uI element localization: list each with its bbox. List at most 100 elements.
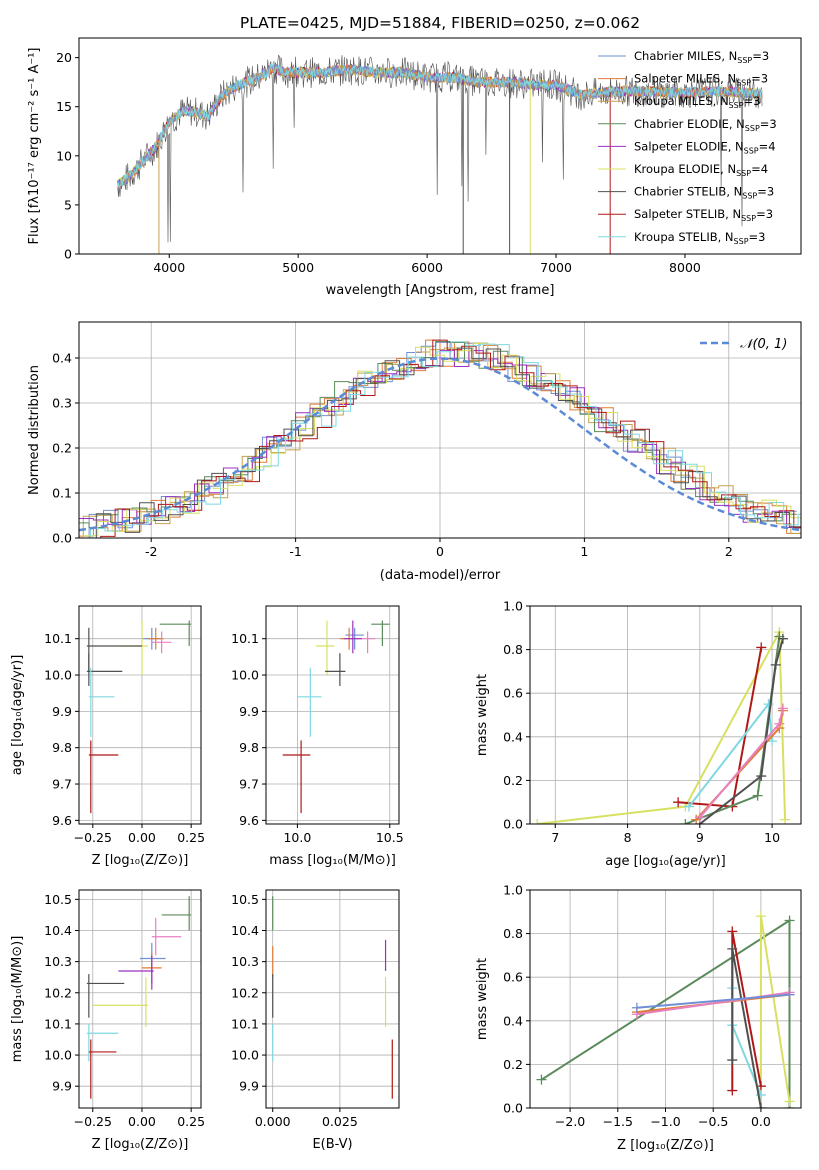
weight-marker <box>755 1103 766 1108</box>
y-tick-label: 10.2 <box>231 985 259 1000</box>
y-tick-label: 10.4 <box>231 923 259 938</box>
weight-marker <box>727 943 738 954</box>
x-tick-label: −0.25 <box>74 830 112 845</box>
spectrum-frame <box>78 37 802 255</box>
x-tick-label: 0.000 <box>255 1114 291 1129</box>
x-tick-label: −1.0 <box>650 1114 680 1129</box>
weight-marker <box>756 771 767 782</box>
weight-marker <box>727 1085 738 1096</box>
x-tick-label: −1.5 <box>603 1114 633 1129</box>
errorbar-group <box>86 620 192 814</box>
x-tick-label: 0 <box>436 544 444 559</box>
histogram-series <box>81 347 801 538</box>
spectrum-panel: PLATE=0425, MJD=51884, FIBERID=0250, z=0… <box>27 14 802 298</box>
x-tick-label: 0.25 <box>177 1114 205 1129</box>
weight-series-line <box>759 916 791 1108</box>
y-tick-label: 0.0 <box>503 1101 523 1116</box>
y-tick-label: 9.8 <box>239 740 259 755</box>
y-tick-label: 10 <box>56 148 72 163</box>
y-tick-label: 0.1 <box>52 486 72 501</box>
normal-curve <box>79 357 801 532</box>
mass-vs-ebv-panel: 0.000 0.025 9.9 10.0 10.1 10.2 10.3 10.4 10.5 E(B… <box>231 889 400 1152</box>
x-tick-label: 5000 <box>282 260 314 275</box>
x-tick-label: 7000 <box>540 260 572 275</box>
y-tick-label: 10.0 <box>44 1048 72 1063</box>
legend-label: Chabrier MILES, NSSP=3 <box>634 49 769 65</box>
spectrum-y-label: Flux [fλ10⁻¹⁷ erg cm⁻² s⁻¹ A⁻¹] <box>27 48 42 245</box>
x-tick-label: 4000 <box>153 260 185 275</box>
x-tick-label: 0.0 <box>751 1114 771 1129</box>
x-tick-label: -1 <box>289 544 301 559</box>
residual-panel: -2 -1 0 1 2 0.0 0.1 0.2 0.3 0.4 (data-model)/erro… <box>27 321 802 583</box>
weight-series-line <box>678 647 763 808</box>
weight-marker <box>763 699 774 710</box>
errorbar-group <box>272 896 393 1099</box>
y-tick-label: 9.7 <box>52 777 72 792</box>
y-tick-label: 0.2 <box>503 773 523 788</box>
mass-vs-z-panel: −0.25 0.00 0.25 9.9 10.0 10.1 10.2 10.3 10.4 10.5… <box>10 889 205 1152</box>
weight-marker <box>727 1055 738 1066</box>
x-tick-label: 1 <box>580 544 588 559</box>
x-tick-label: 9 <box>696 830 704 845</box>
histogram-series <box>90 341 801 538</box>
y-tick-label: 15 <box>56 99 72 114</box>
weight-marker <box>536 1074 547 1085</box>
y-tick-label: 9.6 <box>239 813 259 828</box>
y-tick-label: 5 <box>64 197 72 212</box>
weight-marker <box>755 911 766 922</box>
y-tick-label: 0.8 <box>503 926 523 941</box>
weight-marker <box>780 814 791 824</box>
weight-lines <box>532 627 791 824</box>
weight-series-line <box>688 701 774 808</box>
panel-x-label: Z [log₁₀(Z/Z⊙)] <box>92 853 189 868</box>
y-tick-label: 0.0 <box>503 817 523 832</box>
panel-y-label: mass weight <box>475 674 490 756</box>
x-tick-label: −0.25 <box>74 1114 112 1129</box>
panel-frame <box>78 889 202 1109</box>
panel-y-label: age [log₁₀(age/yr)] <box>10 655 25 776</box>
legend-label: Salpeter ELODIE, NSSP=4 <box>634 139 776 155</box>
y-tick-label: 20 <box>56 50 72 65</box>
weight-marker <box>774 718 785 729</box>
y-tick-label: 10.0 <box>44 668 72 683</box>
panel-frame <box>78 605 202 825</box>
spectrum-x-label: wavelength [Angstrom, rest frame] <box>326 283 555 298</box>
spectrum-lines <box>117 54 763 254</box>
age-vs-mass-panel: 10.0 10.5 9.6 9.7 9.8 9.9 10.0 10.1 mass [log₁₀(… <box>231 605 404 868</box>
weight-marker <box>727 926 738 937</box>
panel-y-label: mass weight <box>475 958 490 1040</box>
y-tick-label: 10.1 <box>44 1016 72 1031</box>
chart-title: PLATE=0425, MJD=51884, FIBERID=0250, z=0… <box>240 14 640 32</box>
legend-label: Salpeter MILES, NSSP=3 <box>634 72 768 88</box>
weight-vs-age-panel: 7 8 9 10 0.0 0.2 0.4 0.6 0.8 1.0 age [log₁₀(age/yr… <box>475 599 802 869</box>
y-tick-label: 9.8 <box>52 740 72 755</box>
histogram-group <box>79 339 801 538</box>
weight-series-line <box>699 638 784 824</box>
y-tick-label: 9.9 <box>52 1079 72 1094</box>
x-tick-label: 10 <box>764 830 780 845</box>
weight-marker <box>756 642 767 653</box>
x-tick-label: 0.00 <box>128 1114 156 1129</box>
weight-marker <box>752 790 763 801</box>
weight-marker <box>770 659 781 670</box>
legend-normal-label: 𝒩(0, 1) <box>740 337 787 352</box>
y-tick-label: 10.5 <box>231 892 259 907</box>
y-tick-label: 10.3 <box>231 954 259 969</box>
x-tick-label: −2.0 <box>555 1114 585 1129</box>
y-tick-label: 9.9 <box>239 704 259 719</box>
y-tick-label: 0.4 <box>503 1013 523 1028</box>
weight-marker <box>694 812 705 823</box>
y-tick-label: 9.9 <box>52 704 72 719</box>
panel-x-label: mass [log₁₀(M/M⊙)] <box>269 853 396 868</box>
histogram-series <box>86 339 801 538</box>
y-tick-label: 10.2 <box>44 985 72 1000</box>
histogram-series <box>79 349 801 538</box>
errorbar-group <box>282 620 390 814</box>
legend-label: Kroupa STELIB, NSSP=3 <box>634 230 765 246</box>
legend-label: Kroupa MILES, NSSP=3 <box>634 94 760 110</box>
y-tick-label: 0.6 <box>503 970 523 985</box>
y-tick-label: 10.5 <box>44 892 72 907</box>
residual-y-label: Normed distribution <box>27 365 42 495</box>
y-tick-label: 0.3 <box>52 396 72 411</box>
x-tick-label: 8 <box>624 830 632 845</box>
